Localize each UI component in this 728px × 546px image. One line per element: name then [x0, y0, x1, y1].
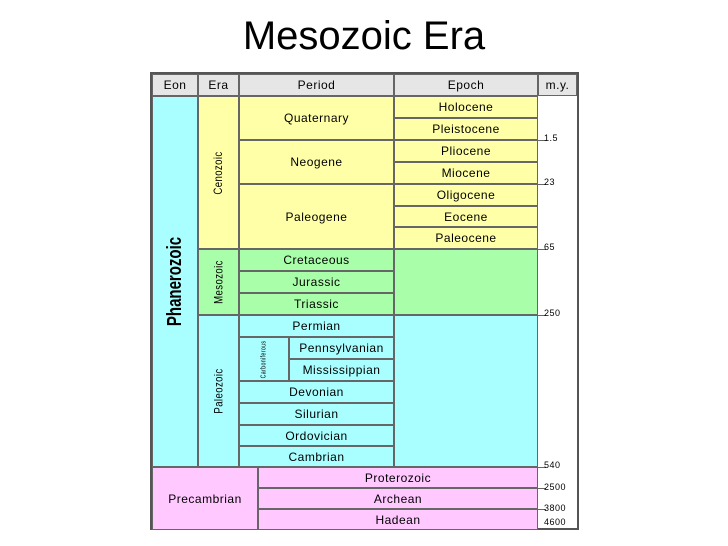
- page-title: Mesozoic Era: [242, 14, 486, 58]
- my-label-4600: 4600: [544, 517, 567, 527]
- tick-2500: [538, 488, 546, 489]
- my-label-1-5: 1.5: [544, 133, 559, 143]
- my-label-540: 540: [544, 460, 561, 470]
- period-carboniferous-label: Carboniferous: [260, 340, 268, 378]
- eon-phanerozoic: Phanerozoic: [152, 96, 198, 467]
- period-pennsylvanian: Pennsylvanian: [289, 337, 394, 359]
- period-silurian: Silurian: [239, 403, 394, 425]
- header-eon: Eon: [152, 74, 198, 96]
- eon-phanerozoic-label: Phanerozoic: [163, 236, 186, 327]
- period-cambrian: Cambrian: [239, 446, 394, 467]
- era-mesozoic-label: Mesozoic: [211, 260, 226, 304]
- period-proterozoic: Proterozoic: [258, 467, 538, 488]
- era-paleozoic-label: Paleozoic: [211, 368, 226, 414]
- tick-3800: [538, 509, 546, 510]
- period-permian: Permian: [239, 315, 394, 337]
- epoch-holocene: Holocene: [394, 96, 538, 118]
- era-paleozoic: Paleozoic: [198, 315, 239, 467]
- era-cenozoic-label: Cenozoic: [211, 150, 226, 195]
- my-label-2500: 2500: [544, 482, 567, 492]
- paleozoic-epoch-blank: [394, 315, 538, 467]
- epoch-miocene: Miocene: [394, 162, 538, 184]
- epoch-eocene: Eocene: [394, 206, 538, 227]
- period-carboniferous: Carboniferous: [239, 337, 289, 381]
- tick-23: [538, 184, 546, 185]
- tick-540: [538, 467, 546, 468]
- period-devonian: Devonian: [239, 381, 394, 403]
- header-epoch: Epoch: [394, 74, 538, 96]
- eon-precambrian: Precambrian: [152, 467, 258, 530]
- epoch-pliocene: Pliocene: [394, 140, 538, 162]
- tick-1-5: [538, 140, 546, 141]
- my-label-250: 250: [544, 308, 561, 318]
- my-label-3800: 3800: [544, 503, 567, 513]
- period-cretaceous: Cretaceous: [239, 249, 394, 271]
- tick-65: [538, 249, 546, 250]
- my-label-23: 23: [544, 177, 556, 187]
- geologic-time-table: Eon Era Period Epoch m.y. Phanerozoic Ce…: [150, 72, 579, 530]
- mesozoic-epoch-blank: [394, 249, 538, 315]
- era-mesozoic: Mesozoic: [198, 249, 239, 315]
- tick-250: [538, 315, 546, 316]
- era-cenozoic: Cenozoic: [198, 96, 239, 249]
- period-quaternary: Quaternary: [239, 96, 394, 140]
- period-neogene: Neogene: [239, 140, 394, 184]
- period-triassic: Triassic: [239, 293, 394, 315]
- period-jurassic: Jurassic: [239, 271, 394, 293]
- period-hadean: Hadean: [258, 509, 538, 530]
- period-paleogene: Paleogene: [239, 184, 394, 249]
- period-archean: Archean: [258, 488, 538, 509]
- epoch-paleocene: Paleocene: [394, 227, 538, 249]
- period-ordovician: Ordovician: [239, 425, 394, 446]
- epoch-oligocene: Oligocene: [394, 184, 538, 206]
- header-my: m.y.: [538, 74, 577, 96]
- epoch-pleistocene: Pleistocene: [394, 118, 538, 140]
- header-period: Period: [239, 74, 394, 96]
- my-label-65: 65: [544, 242, 556, 252]
- header-era: Era: [198, 74, 239, 96]
- period-mississippian: Mississippian: [289, 359, 394, 381]
